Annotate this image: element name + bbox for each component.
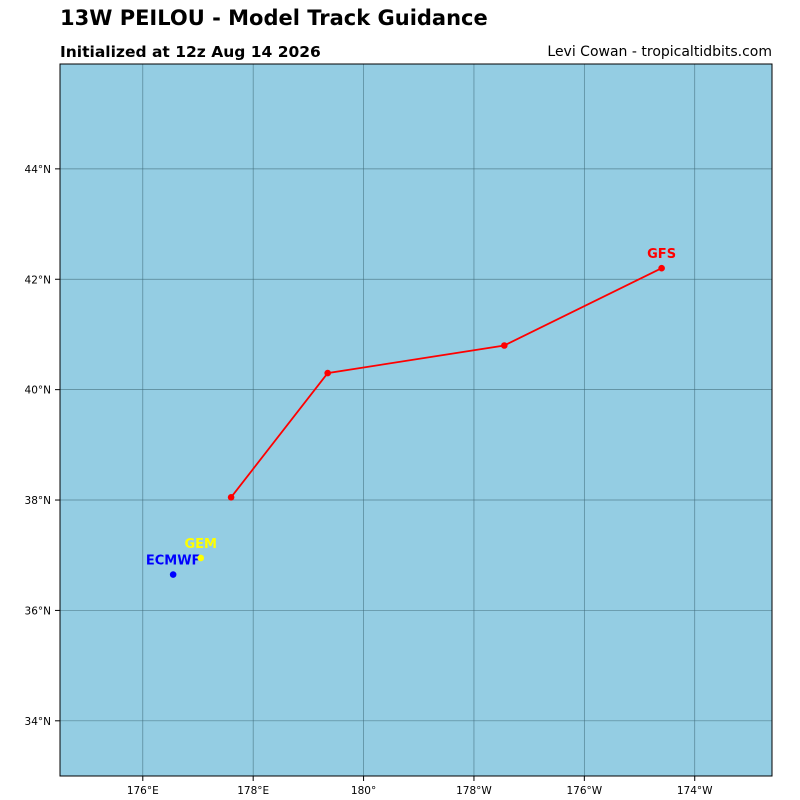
tick-label-lat: 40°N — [25, 385, 51, 397]
gfs-track-point — [658, 264, 665, 272]
credit-text: Levi Cowan - tropicaltidbits.com — [547, 44, 772, 60]
model-tracks: GFS ECMWF GEM — [146, 247, 676, 578]
axis-ticks: 176°E 178°E 180° 178°W 176°W 174°W 34°N 36°N 38°… — [25, 164, 714, 797]
tick-label-lon: 178°E — [237, 785, 269, 797]
tick-label-lat: 44°N — [25, 164, 51, 176]
gfs-model-label: GFS — [647, 247, 676, 262]
gfs-track-line — [230, 267, 663, 498]
tick-label-lat: 38°N — [25, 495, 51, 507]
gfs-track-point — [227, 493, 235, 501]
map-ocean — [60, 64, 772, 776]
map-frame — [59, 63, 773, 777]
chart-title: 13W PEILOU - Model Track Guidance — [60, 6, 488, 30]
tick-label-lon: 176°E — [127, 785, 159, 797]
tick-label-lon: 178°W — [456, 785, 492, 797]
tick-label-lon: 176°W — [566, 785, 602, 797]
ecmwf-track-point — [169, 571, 177, 578]
gfs-track-point — [324, 369, 331, 377]
chart-subtitle: Initialized at 12z Aug 14 2026 — [60, 43, 321, 61]
gfs-track-point — [501, 342, 508, 349]
tick-label-lat: 36°N — [25, 605, 51, 617]
ecmwf-model-label: ECMWF — [146, 554, 201, 569]
gem-track-point — [197, 554, 205, 562]
tick-label-lat: 34°N — [25, 716, 51, 728]
tick-label-lon: 174°W — [677, 785, 713, 797]
tick-label-lat: 42°N — [25, 274, 51, 286]
gem-model-label: GEM — [184, 537, 217, 552]
map-gridlines — [60, 64, 772, 776]
tick-label-lon: 180° — [351, 785, 376, 797]
